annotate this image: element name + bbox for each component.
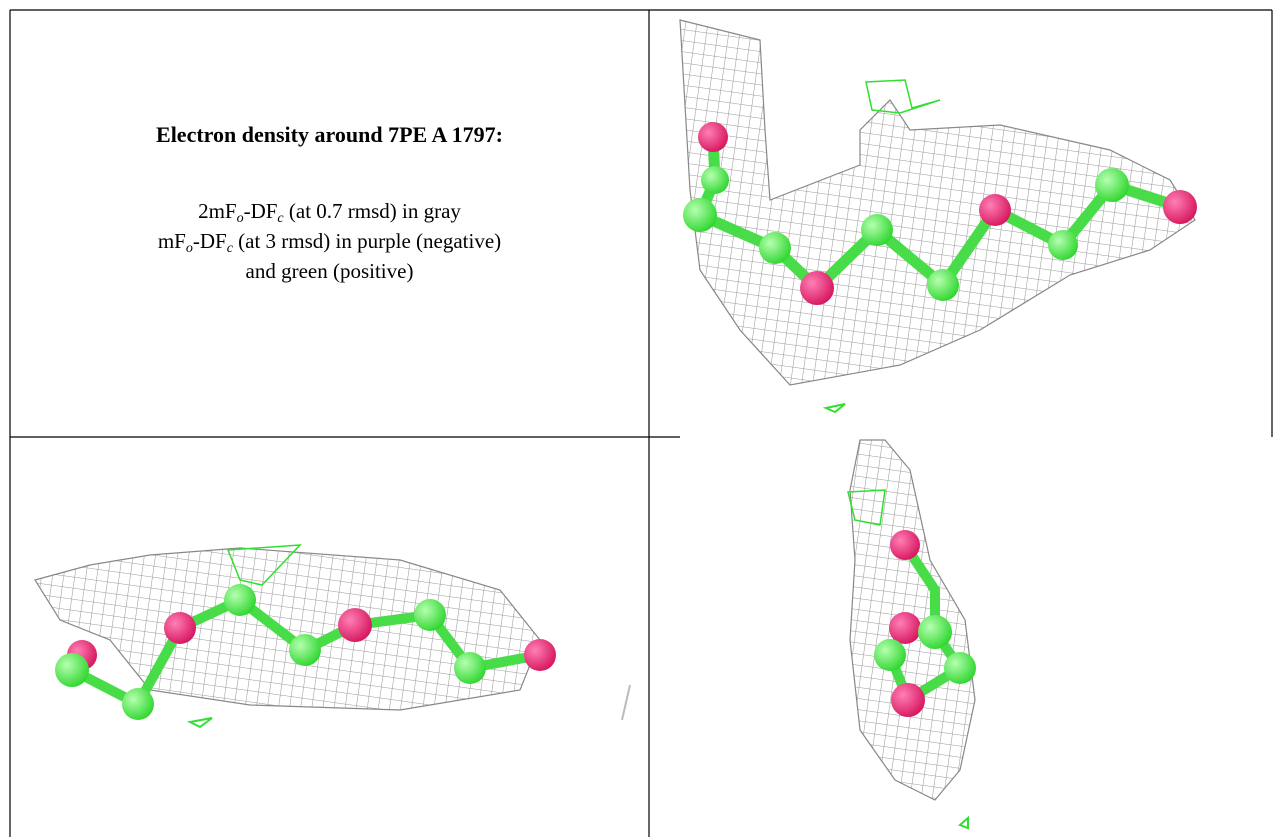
subscript: o bbox=[186, 241, 193, 256]
caption-title: Electron density around 7PE A 1797: bbox=[10, 122, 649, 148]
text: -DF bbox=[244, 199, 278, 223]
caption-line: and green (positive) bbox=[10, 256, 649, 286]
page: Electron density around 7PE A 1797: 2mFo… bbox=[0, 0, 1276, 837]
density-view-1 bbox=[680, 20, 1197, 412]
density-view-3 bbox=[848, 440, 976, 828]
text: (at 3 rmsd) in purple (negative) bbox=[233, 229, 501, 253]
caption-line: 2mFo-DFc (at 0.7 rmsd) in gray bbox=[10, 196, 649, 226]
subscript: o bbox=[237, 211, 244, 226]
text: -DF bbox=[193, 229, 227, 253]
text: mF bbox=[158, 229, 186, 253]
caption-line: mFo-DFc (at 3 rmsd) in purple (negative) bbox=[10, 226, 649, 256]
text: (at 0.7 rmsd) in gray bbox=[284, 199, 461, 223]
text: 2mF bbox=[198, 199, 237, 223]
density-view-2 bbox=[35, 545, 630, 727]
